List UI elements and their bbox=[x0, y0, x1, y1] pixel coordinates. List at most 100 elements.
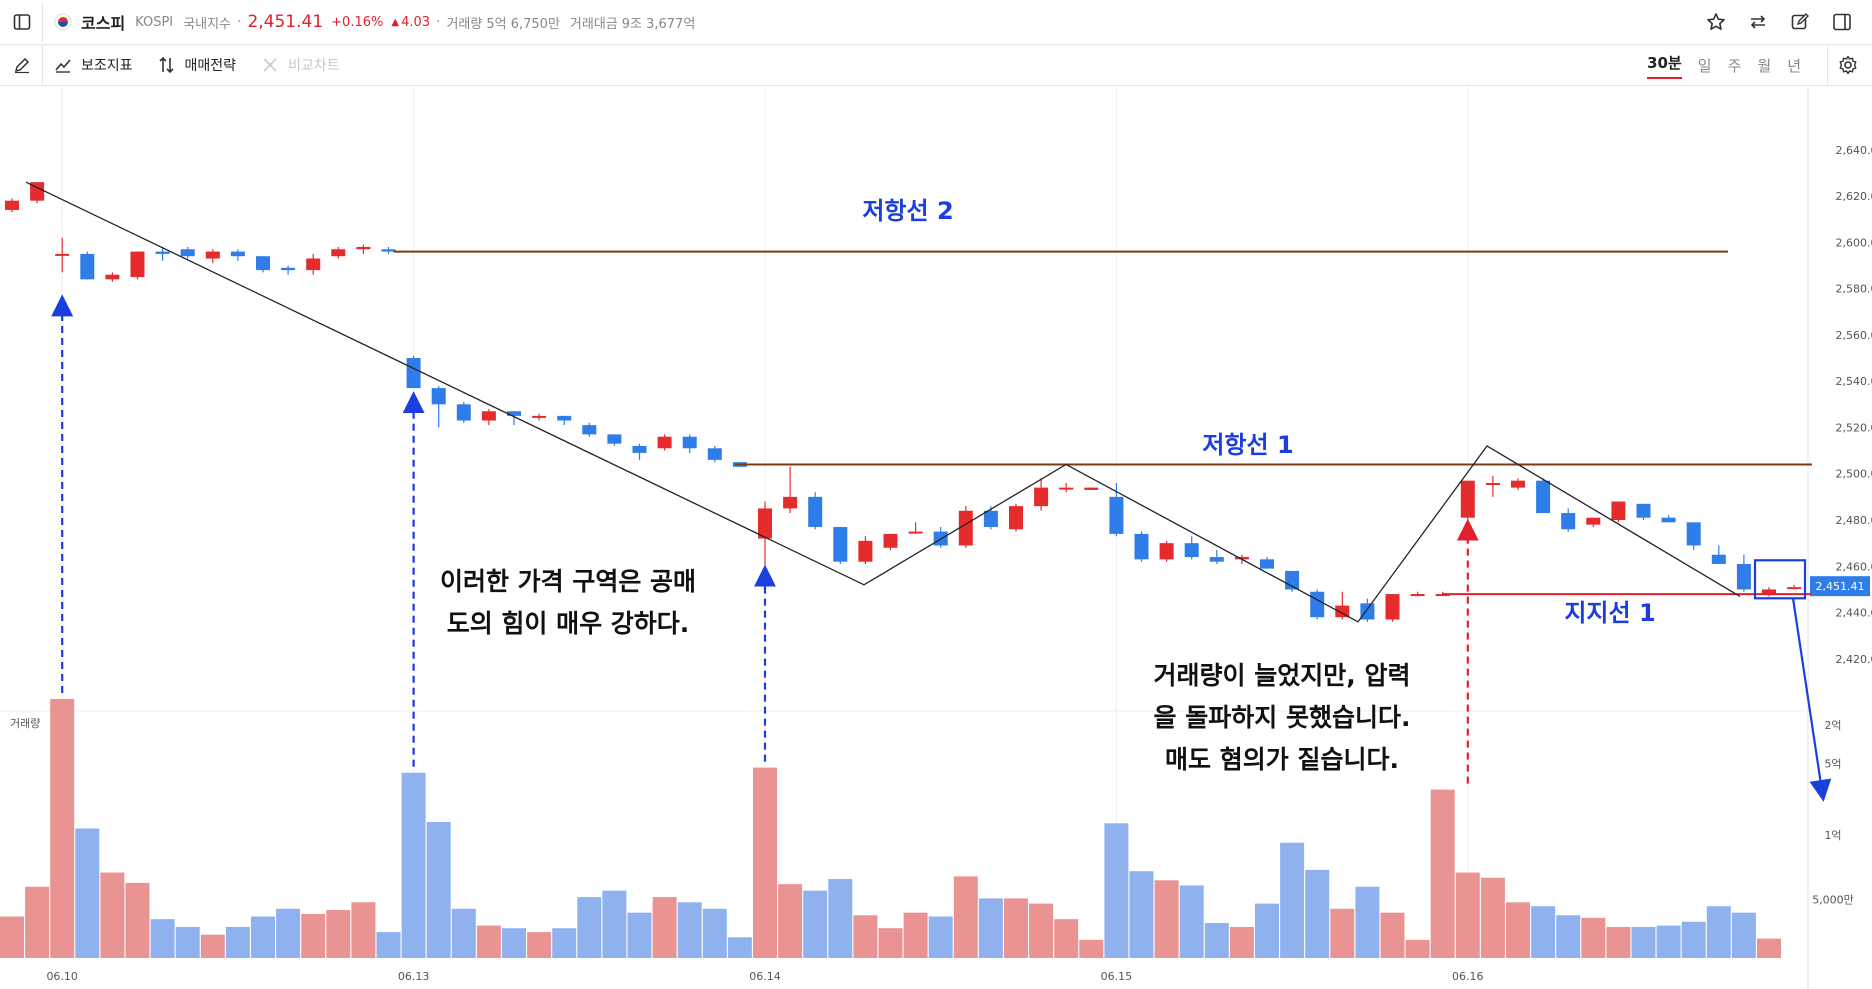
resistance2-label: 저항선 2 bbox=[862, 197, 953, 225]
price-tick-label: 2,420.00 bbox=[1836, 653, 1872, 666]
compare-button[interactable]: 비교차트 bbox=[258, 53, 340, 77]
divider bbox=[42, 45, 43, 85]
strategy-button[interactable]: 매매전략 bbox=[155, 53, 236, 77]
date-tick-label: 06.10 bbox=[46, 970, 78, 983]
indicators-button[interactable]: 보조지표 bbox=[51, 53, 133, 77]
candle-body bbox=[1460, 480, 1475, 518]
volume-bar bbox=[953, 876, 978, 958]
note1-line2: 도의 힘이 매우 강하다. bbox=[447, 609, 690, 638]
current-price-highlight-box bbox=[1753, 559, 1807, 600]
candle-body bbox=[908, 531, 923, 534]
candle-body bbox=[858, 540, 873, 562]
volume-bar bbox=[878, 928, 903, 958]
candle-body bbox=[1711, 554, 1726, 564]
volume-bar bbox=[803, 890, 828, 958]
candle-body bbox=[1561, 513, 1576, 530]
price-chart[interactable]: 2,640.00 2,620.00 2,600.00 2,580.00 2,560.00… bbox=[0, 86, 1872, 989]
tab-day[interactable]: 일 bbox=[1697, 56, 1712, 75]
candle-body bbox=[758, 508, 772, 539]
volume-bar bbox=[1004, 898, 1028, 958]
candle-body bbox=[1511, 480, 1525, 488]
candle-body bbox=[783, 496, 798, 509]
stock-name: 코스피 bbox=[81, 14, 126, 33]
volume-tick-label: 1억 bbox=[1824, 829, 1841, 842]
volume-bar bbox=[125, 882, 150, 958]
price-tick-label: 2,440.00 bbox=[1836, 607, 1872, 620]
candle-body bbox=[356, 246, 371, 250]
candle-body bbox=[1536, 480, 1551, 514]
volume-bar bbox=[552, 928, 577, 958]
stock-code: KOSPI bbox=[135, 14, 174, 30]
gear-icon[interactable] bbox=[1836, 53, 1860, 77]
price-tick-label: 2,460.00 bbox=[1836, 560, 1872, 573]
last-price-badge bbox=[1810, 576, 1870, 597]
volume-label: 거래량 bbox=[446, 16, 483, 32]
volume-bar bbox=[1129, 871, 1154, 958]
candle-body bbox=[808, 496, 823, 527]
volume-bar bbox=[251, 916, 275, 958]
trend-zigzag-line bbox=[25, 181, 1741, 623]
candle-body bbox=[507, 411, 521, 416]
candle-body bbox=[1636, 503, 1651, 518]
candle-body bbox=[1686, 522, 1701, 546]
candle-body bbox=[1611, 501, 1626, 521]
volume-tick-label: 5,000만 bbox=[1812, 894, 1854, 907]
compare-icon bbox=[258, 53, 282, 77]
edit-icon[interactable] bbox=[1788, 10, 1812, 34]
pencil-icon[interactable] bbox=[10, 53, 34, 77]
market-label: 국내지수 bbox=[183, 16, 231, 32]
candle-body bbox=[1109, 496, 1124, 534]
volume-tick-label: 5억 bbox=[1824, 758, 1841, 771]
volume-bar bbox=[1154, 880, 1179, 958]
price-tick-label: 2,520.00 bbox=[1836, 421, 1872, 434]
candle-body bbox=[80, 253, 95, 280]
volume-bar bbox=[150, 919, 175, 958]
candle-body bbox=[331, 249, 346, 257]
tab-week[interactable]: 주 bbox=[1727, 56, 1742, 75]
compare-label: 비교차트 bbox=[288, 58, 340, 74]
candle-body bbox=[1410, 594, 1425, 597]
candle-body bbox=[5, 200, 19, 210]
candle-body bbox=[256, 256, 270, 271]
tab-month[interactable]: 월 bbox=[1757, 56, 1772, 75]
candle-body bbox=[1335, 605, 1350, 618]
candle-body bbox=[707, 448, 722, 460]
tab-30min[interactable]: 30분 bbox=[1647, 52, 1682, 79]
volume-bar bbox=[401, 772, 426, 958]
candle-body bbox=[1059, 487, 1074, 490]
swap-icon[interactable] bbox=[1746, 10, 1770, 34]
volume-bar bbox=[1255, 903, 1279, 958]
volume-bar bbox=[1757, 938, 1781, 958]
current-price: 2,451.41 bbox=[247, 12, 324, 32]
volume-bar bbox=[1054, 919, 1079, 958]
volume-bar bbox=[426, 822, 451, 958]
dot-separator: · bbox=[436, 14, 441, 30]
candle-body bbox=[431, 388, 446, 405]
panel-icon[interactable] bbox=[1830, 10, 1854, 34]
volume-bar bbox=[1731, 912, 1756, 958]
volume-bar bbox=[1029, 903, 1054, 958]
date-tick-label: 06.15 bbox=[1101, 970, 1133, 983]
volume-bar bbox=[1229, 926, 1254, 958]
dot-separator: · bbox=[237, 14, 242, 30]
volume-bar bbox=[727, 937, 752, 958]
indicators-label: 보조지표 bbox=[81, 58, 133, 74]
volume-bar bbox=[376, 932, 401, 958]
volume-bar bbox=[1305, 869, 1330, 958]
candle-body bbox=[1084, 487, 1099, 490]
volume-bar bbox=[100, 872, 125, 958]
volume-bar bbox=[1430, 789, 1455, 958]
price-tick-label: 2,580.00 bbox=[1836, 283, 1872, 296]
price-tick-label: 2,620.00 bbox=[1836, 190, 1872, 203]
amount-value: 9조 3,677억 bbox=[621, 16, 696, 32]
volume-bar bbox=[778, 884, 803, 958]
candle-body bbox=[1009, 506, 1023, 530]
star-icon[interactable] bbox=[1704, 10, 1728, 34]
tab-year[interactable]: 년 bbox=[1787, 56, 1801, 75]
candle-body bbox=[632, 445, 647, 453]
candle-body bbox=[281, 267, 296, 271]
sort-arrows-icon bbox=[155, 53, 179, 77]
sidebar-toggle-icon[interactable] bbox=[10, 10, 34, 34]
chart-line-icon bbox=[51, 53, 75, 77]
price-tick-label: 2,600.00 bbox=[1836, 236, 1872, 249]
